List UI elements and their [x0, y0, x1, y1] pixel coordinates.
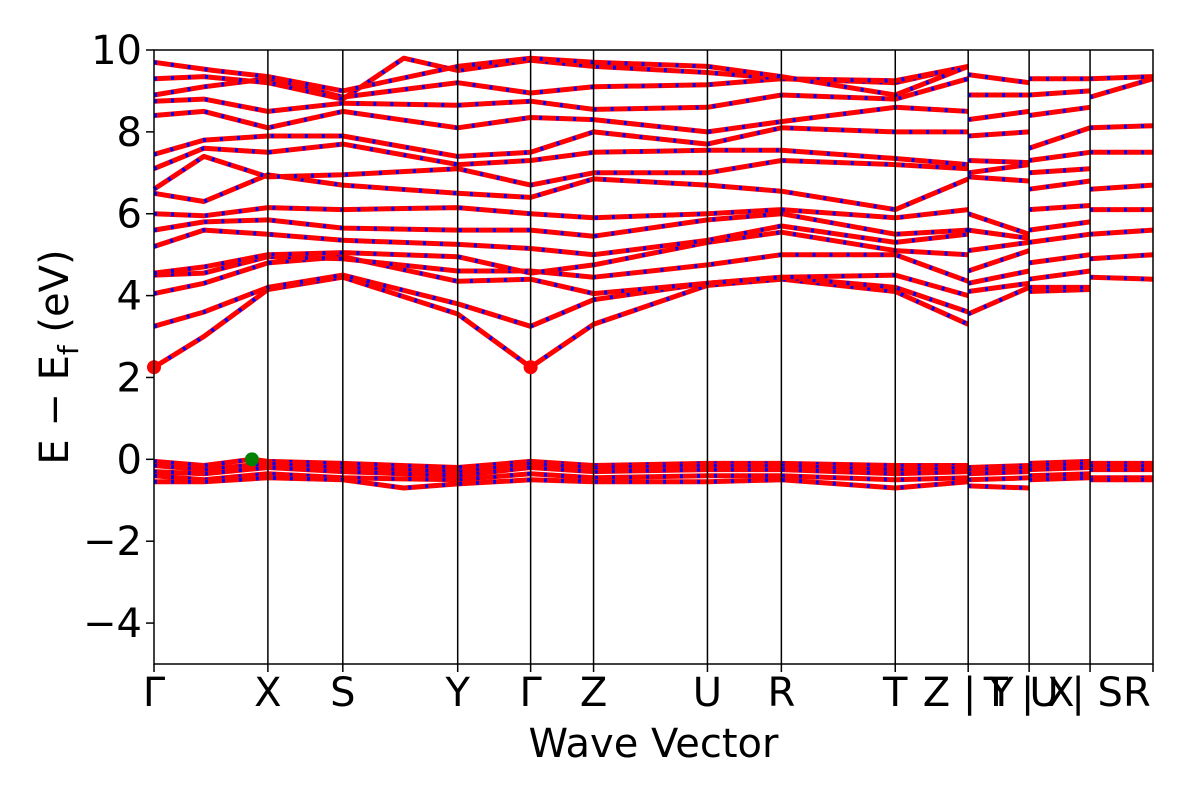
band-6-seg-2-solid — [1028, 203, 1091, 213]
band-0-seg-0-solid — [152, 274, 970, 370]
band-10-seg-2-solid — [1028, 125, 1091, 151]
y-tick-label-2: 0 — [117, 437, 142, 483]
band-10-seg-1-solid — [968, 129, 1030, 139]
x-tick-label-5: Z — [580, 670, 607, 716]
band-11-seg-1-dotted — [967, 109, 1030, 122]
band-3-seg-1-solid — [967, 248, 1030, 274]
x-tick-label-8: T — [882, 670, 908, 716]
x-tick-label-2: S — [330, 670, 355, 716]
x-tick-label-10: T | X — [983, 670, 1075, 716]
band-1-seg-1-dotted — [967, 281, 1030, 294]
x-tick-label-4: Γ — [519, 670, 542, 716]
kpoint-divider-lines — [267, 50, 1091, 664]
band-2-seg-3-dotted — [1089, 228, 1154, 237]
band-4-seg-2-dotted — [1028, 232, 1091, 245]
band-6-seg-3-dotted — [1090, 123, 1154, 130]
band-13-seg-1-dotted — [967, 72, 1030, 85]
band-21-seg-1-solid — [968, 483, 1030, 491]
band-1-seg-3-dotted — [1089, 252, 1154, 261]
x-axis-label: Wave Vector — [529, 721, 780, 767]
x-tick-label-11: U | SR — [1029, 670, 1150, 716]
band-21-seg-2-solid — [1029, 475, 1091, 483]
band-8-seg-1-dotted — [967, 162, 1030, 175]
y-tick-label-5: 6 — [117, 192, 142, 238]
band-7-seg-2-dotted — [1028, 179, 1091, 192]
band-18-seg-2-solid — [1029, 460, 1091, 468]
band-9-seg-2-dotted — [1028, 150, 1091, 163]
band-18-seg-1-solid — [968, 465, 1030, 473]
y-tick-label-4: 4 — [117, 274, 142, 320]
band-7-seg-3-solid — [1089, 76, 1154, 100]
y-tick-label-6: 8 — [117, 110, 142, 156]
x-tick-label-6: U — [693, 670, 722, 716]
x-tick-label-9: Z | Y — [923, 670, 1014, 716]
band-5-seg-1-dotted — [967, 228, 1030, 241]
y-tick-label-0: −4 — [83, 601, 142, 647]
band-5-seg-2-dotted — [1028, 219, 1091, 233]
band-0-seg-3-dotted — [1090, 275, 1154, 282]
y-axis-label: E − Ef (eV) — [32, 249, 85, 464]
band-0-seg-0-dotted — [152, 275, 970, 370]
vbm-marker-0 — [244, 452, 259, 467]
y-tick-label-3: 2 — [117, 355, 142, 401]
x-tick-label-3: Y — [444, 670, 470, 716]
band-10-seg-2-dotted — [1028, 125, 1091, 151]
band-2-seg-1-dotted — [967, 269, 1030, 286]
band-8-seg-2-solid — [1028, 166, 1091, 176]
plot-frame — [153, 49, 1154, 665]
band-9-seg-0-solid — [152, 153, 969, 192]
band-21-seg-0-dotted — [154, 475, 969, 491]
x-tick-label-7: R — [767, 670, 795, 716]
y-axis-label-subscript: f — [52, 344, 85, 355]
band-6-seg-1-dotted — [967, 211, 1030, 237]
band-1-seg-0-solid — [153, 272, 969, 329]
bands-layer — [152, 55, 1154, 491]
band-20-seg-1-solid — [968, 475, 1030, 483]
band-0-seg-1-solid — [967, 285, 1031, 317]
band-20-seg-2-solid — [1029, 471, 1091, 479]
y-tick-label-7: 10 — [91, 28, 142, 74]
band-4-seg-1-dotted — [967, 240, 1030, 253]
x-tick-label-1: X — [254, 670, 281, 716]
y-axis-label-tail: (eV) — [32, 249, 78, 345]
band-19-seg-1-solid — [968, 469, 1030, 477]
band-11-seg-2-dotted — [1028, 105, 1091, 118]
band-19-seg-2-solid — [1029, 465, 1091, 473]
band-4-seg-3-dotted — [1089, 183, 1154, 192]
band-3-seg-2-dotted — [1028, 252, 1091, 265]
band-12-seg-2-solid — [1028, 88, 1091, 98]
band-2-seg-2-dotted — [1028, 269, 1091, 282]
band-9-seg-1-solid — [968, 158, 1030, 166]
band-7-seg-1-solid — [968, 174, 1030, 184]
band-3-seg-1-dotted — [967, 248, 1030, 273]
x-tick-label-0: Γ — [143, 670, 166, 716]
y-tick-label-1: −2 — [83, 519, 142, 565]
y-axis-label-main: E − E — [32, 355, 78, 465]
y-axis-ticks: −4 −2 0 2 4 6 8 10 — [83, 28, 154, 647]
band-8-seg-3-dotted — [1090, 74, 1154, 81]
cbm-marker-1 — [523, 360, 538, 375]
